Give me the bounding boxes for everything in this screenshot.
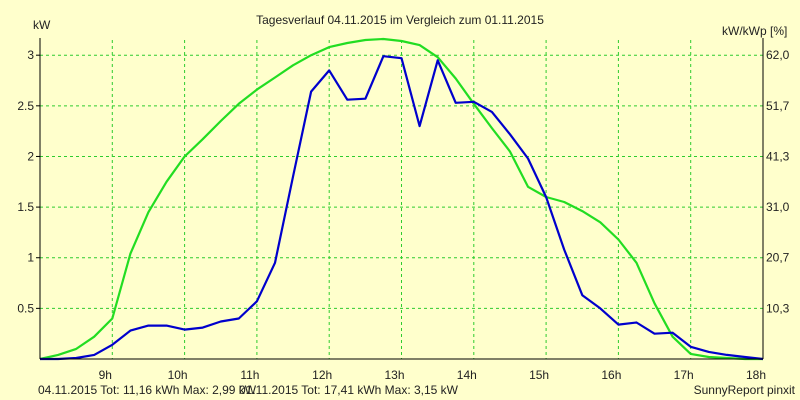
- y-tick-label-left: 2.5: [17, 99, 34, 113]
- y-axis-right-label: kW/kWp [%]: [722, 24, 787, 38]
- y-tick-label-right: 10,3: [766, 301, 790, 315]
- x-tick-label: 12h: [312, 368, 332, 382]
- x-tick-label: 16h: [601, 368, 621, 382]
- grid-lines: [40, 40, 764, 359]
- tick-labels: 0.5 10,3 1 20,7 1.5 31,0 2 41,3 2.5 51,7 3 62,0 9h 10…: [17, 48, 789, 382]
- credit-label: SunnyReport pinxit: [694, 383, 796, 397]
- x-tick-label: 17h: [674, 368, 694, 382]
- series-line-04-11-2015: [40, 55, 764, 361]
- y-tick-label-right: 41,3: [766, 149, 790, 163]
- x-tick-label: 15h: [529, 368, 549, 382]
- y-tick-label-left: 3: [27, 48, 34, 62]
- y-tick-label-left: 0.5: [17, 301, 34, 315]
- y-axis-left-label: kW: [33, 18, 51, 32]
- y-tick-label-left: 1: [27, 251, 34, 265]
- x-tick-label: 18h: [746, 368, 766, 382]
- y-tick-label-right: 31,0: [766, 200, 790, 214]
- y-tick-label-left: 1.5: [17, 200, 34, 214]
- x-tick-label: 14h: [457, 368, 477, 382]
- series-lines: [39, 37, 764, 361]
- green-series-summary: 01.11.2015 Tot: 17,41 kWh Max: 3,15 kW: [239, 383, 459, 397]
- x-tick-label: 11h: [240, 368, 259, 382]
- series-line-01-11-2015: [39, 37, 763, 361]
- x-tick-label: 9h: [99, 368, 112, 382]
- x-tick-label: 13h: [384, 368, 404, 382]
- chart-title: Tagesverlauf 04.11.2015 im Vergleich zum…: [256, 13, 544, 27]
- y-tick-label-left: 2: [27, 149, 34, 163]
- y-tick-label-right: 62,0: [766, 48, 790, 62]
- blue-series-summary: 04.11.2015 Tot: 11,16 kWh Max: 2,99 kW: [38, 383, 257, 397]
- axes: [36, 38, 764, 360]
- x-tick-label: 10h: [168, 368, 188, 382]
- y-tick-label-right: 51,7: [766, 99, 790, 113]
- y-tick-label-right: 20,7: [766, 251, 790, 265]
